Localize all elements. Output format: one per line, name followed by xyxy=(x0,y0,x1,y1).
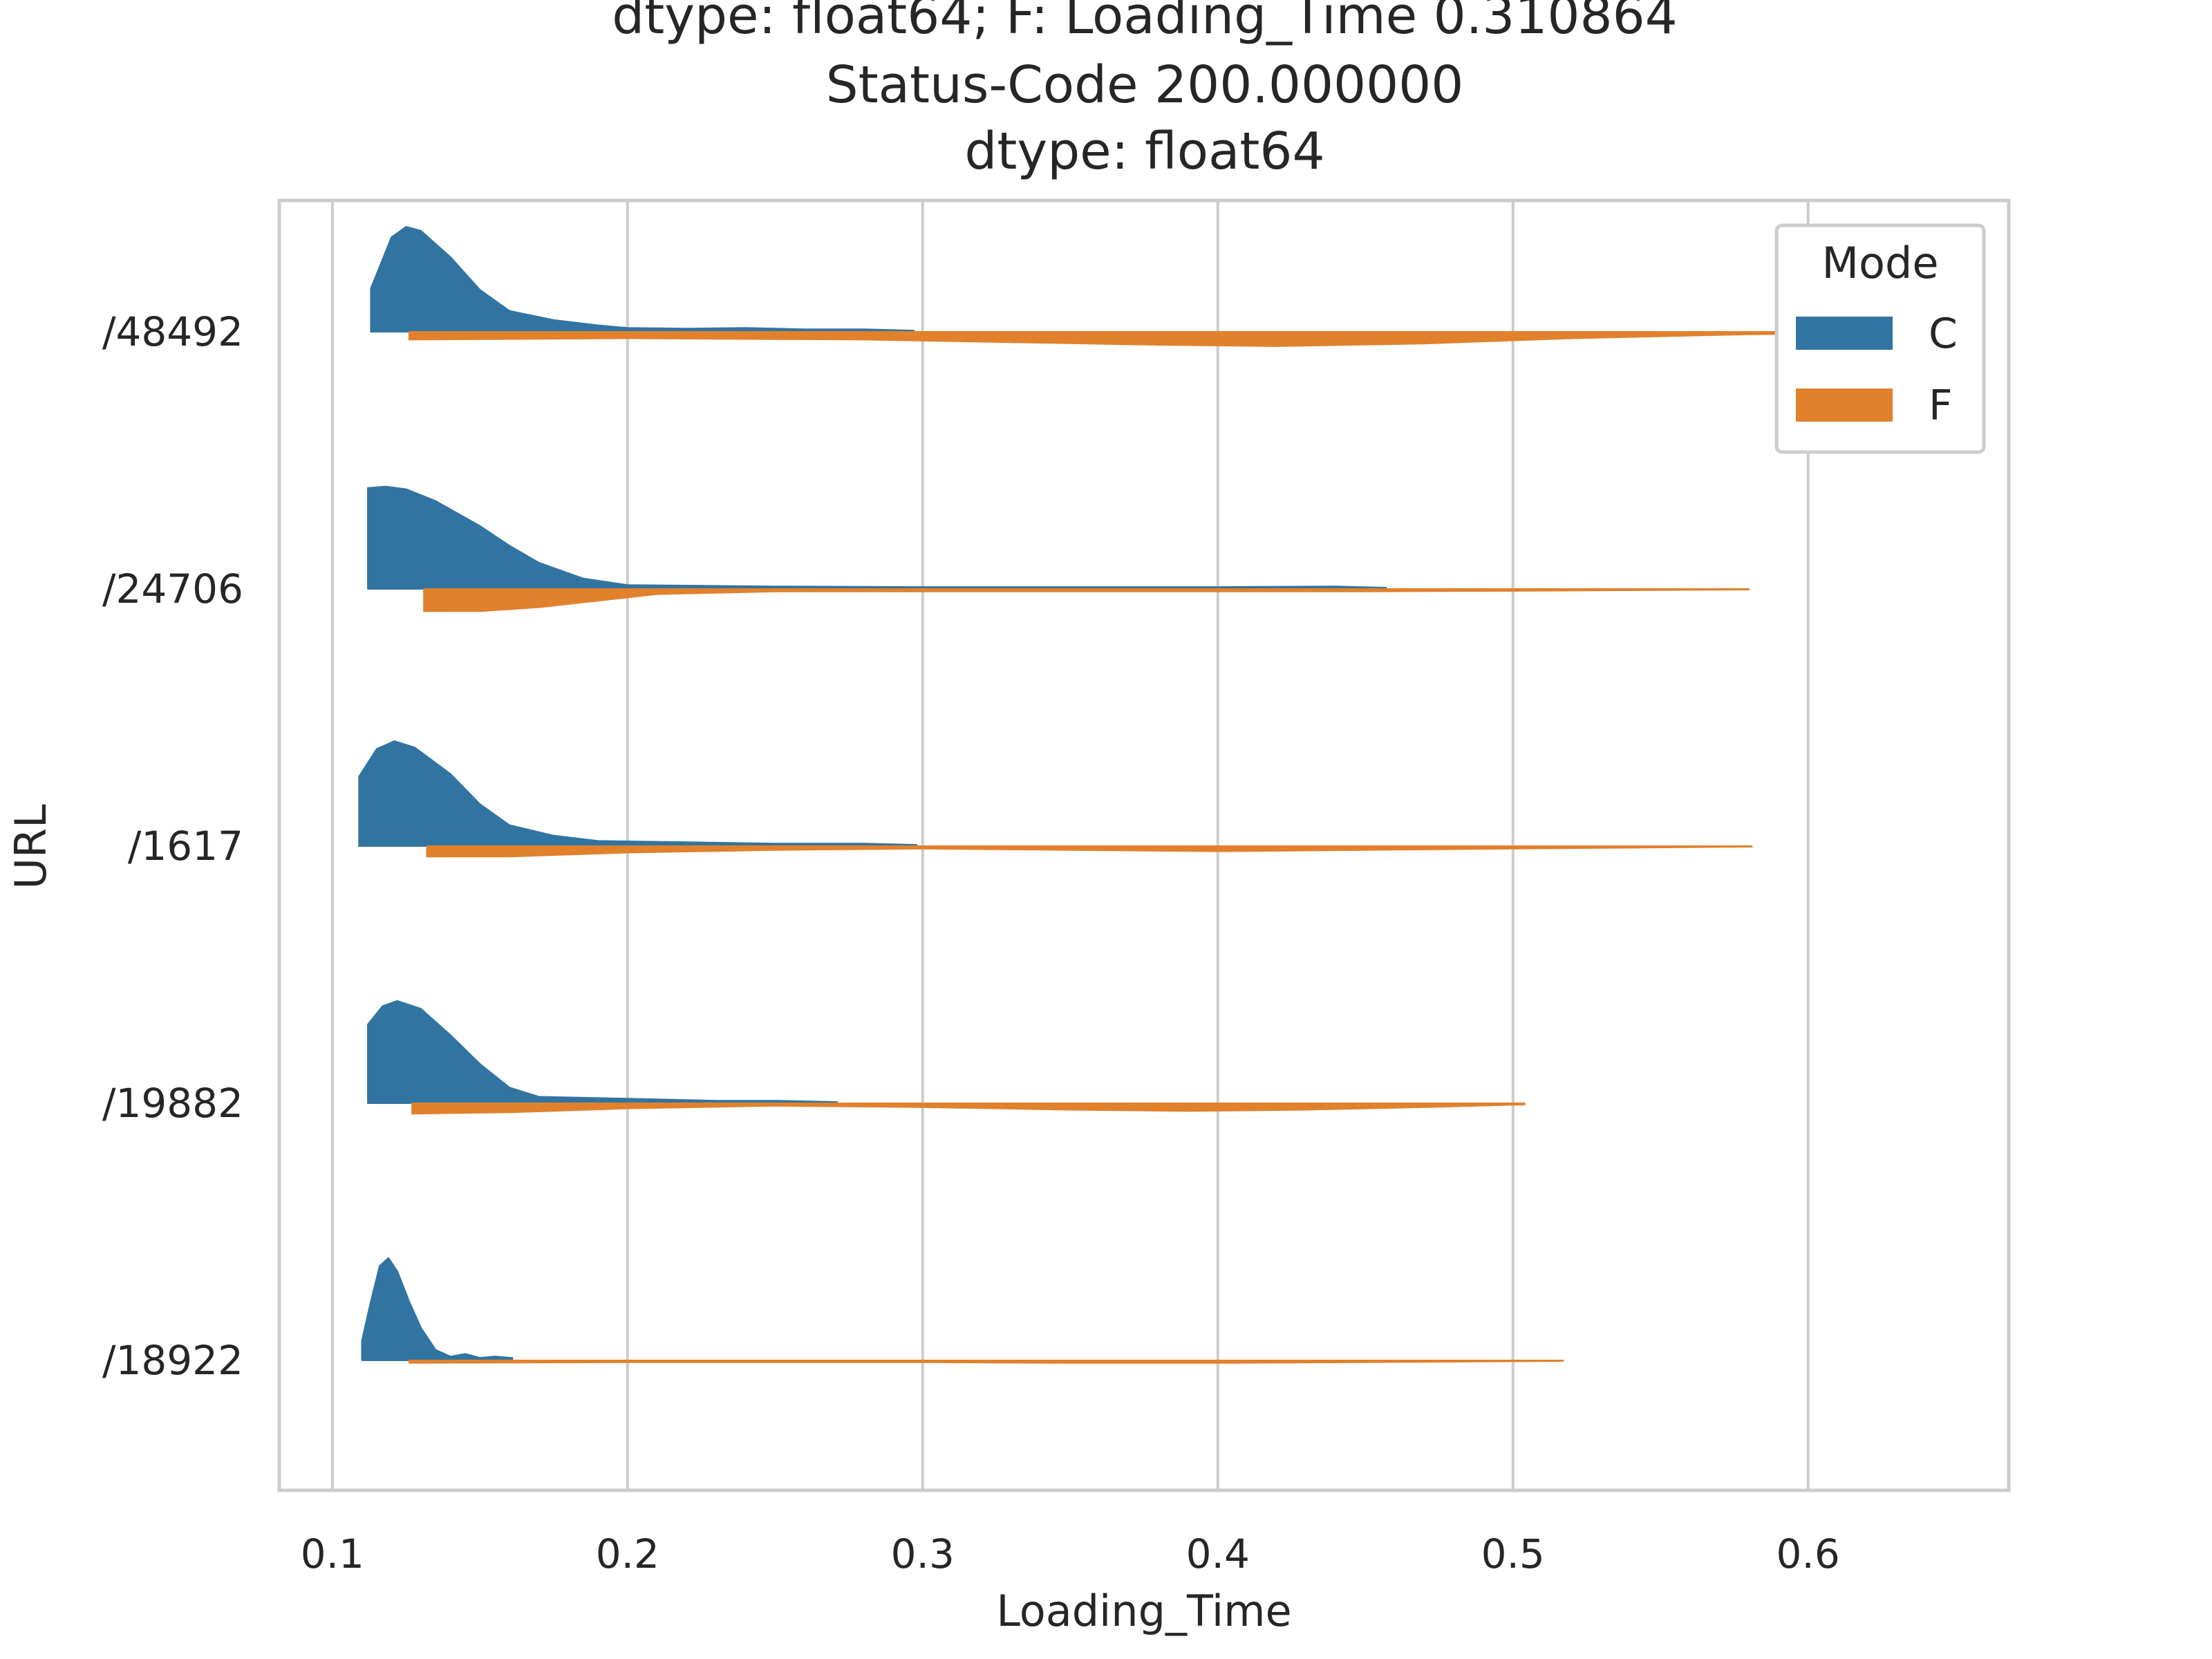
x-tick-label: 0.6 xyxy=(1777,1530,1840,1577)
y-tick-label: /24706 xyxy=(102,565,243,612)
y-tick-label: /48492 xyxy=(102,308,243,355)
x-tick-label: 0.4 xyxy=(1186,1530,1250,1577)
legend-title: Mode xyxy=(1822,238,1939,288)
chart-title: dtype: float64; F: Loading_Time 0.310864… xyxy=(612,0,1678,181)
violin-c-48492 xyxy=(370,226,915,332)
violin-c-19882 xyxy=(367,1000,838,1104)
legend-label-c: C xyxy=(1929,310,1958,358)
legend-swatch-c xyxy=(1796,317,1893,350)
x-axis-ticks: 0.1 0.2 0.3 0.4 0.5 0.6 xyxy=(301,1530,1840,1577)
x-tick-label: 0.3 xyxy=(891,1530,955,1577)
violin-c-1617 xyxy=(358,740,918,847)
violin-f-18922 xyxy=(408,1360,1564,1364)
violin-f-1617 xyxy=(426,845,1753,858)
violin-c-24706 xyxy=(367,485,1387,590)
x-axis-label: Loading_Time xyxy=(996,1586,1291,1636)
y-axis-ticks: /48492/24706/1617/19882/18922 xyxy=(102,308,243,1384)
y-tick-label: /19882 xyxy=(102,1080,243,1127)
violin-c-18922 xyxy=(361,1257,514,1361)
violins xyxy=(358,226,1971,1364)
legend-label-f: F xyxy=(1929,382,1953,430)
legend: Mode C F xyxy=(1774,223,1986,454)
y-tick-label: /18922 xyxy=(102,1337,243,1384)
violin-f-19882 xyxy=(411,1103,1526,1115)
violin-f-24706 xyxy=(423,588,1750,612)
x-tick-label: 0.1 xyxy=(301,1530,364,1577)
title-line-1: dtype: float64; F: Loading_Time 0.310864 xyxy=(612,0,1678,46)
title-line-3: dtype: float64 xyxy=(964,122,1324,181)
y-tick-label: /1617 xyxy=(128,823,243,870)
x-tick-label: 0.2 xyxy=(596,1530,659,1577)
x-tick-label: 0.5 xyxy=(1481,1530,1545,1577)
plot-frame xyxy=(277,198,2011,1492)
y-axis-label: URL xyxy=(6,804,56,889)
legend-swatch-f xyxy=(1796,388,1893,422)
title-line-2: Status-Code 200.000000 xyxy=(826,55,1464,115)
